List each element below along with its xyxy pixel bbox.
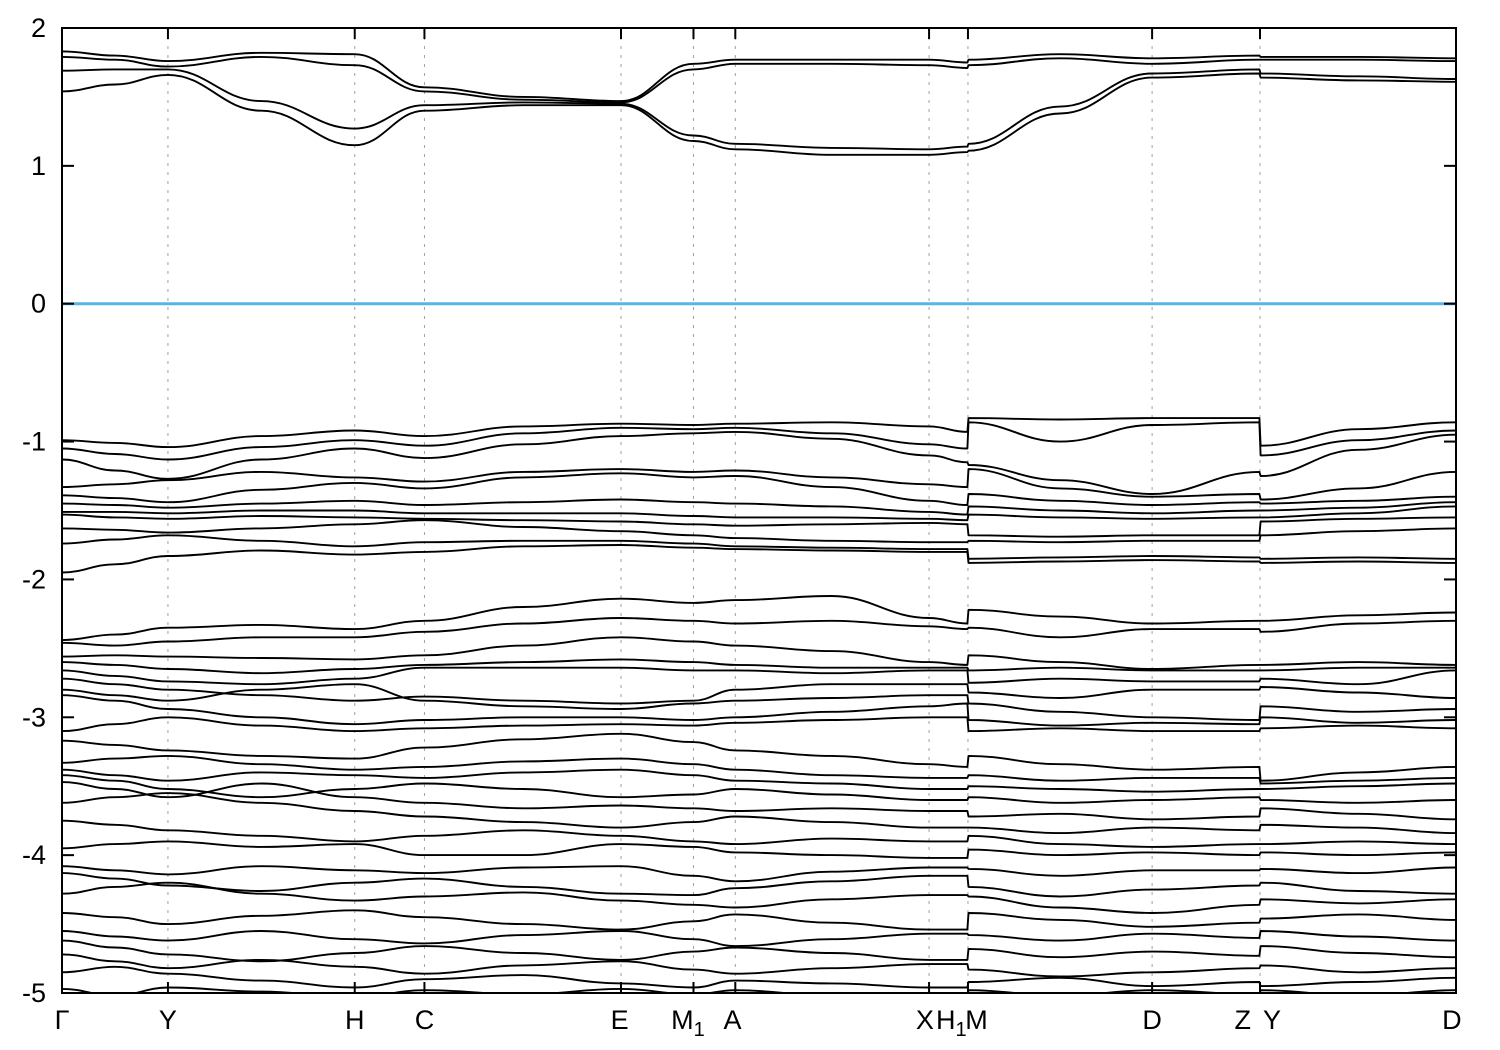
band-line [62,986,1456,993]
y-axis-tick-label: 2 [31,13,46,43]
x-axis-kpoint-label: D [1442,1005,1462,1035]
band-line [62,683,1456,721]
band-line [62,881,1456,914]
band-line [62,505,1456,522]
y-axis-tick-label: -4 [22,840,46,870]
band-line [62,513,1456,538]
band-line [62,534,1456,560]
band-line [62,768,1456,793]
band-line [62,421,1456,461]
band-line [62,939,1456,963]
band-line [62,677,1456,705]
band-line [62,781,1456,821]
band-line [62,694,1456,727]
band-line [62,417,1456,449]
band-line [62,865,1456,883]
band-line [62,965,1456,989]
band-line [62,774,1456,804]
band-line [62,430,1456,495]
band-line [62,617,1456,647]
band-line [62,930,1456,948]
band-line [62,595,1456,642]
x-axis-kpoint-label: H1 [936,1005,967,1041]
y-axis-tick-label: 1 [31,151,46,181]
x-axis-kpoint-label: D [1142,1005,1162,1035]
band-line [62,636,1456,670]
band-line [62,519,1456,544]
band-line [62,50,1456,103]
y-axis-tick-label: -3 [22,702,46,732]
x-axis-kpoint-label: Z [1234,1005,1251,1035]
band-line [62,55,1456,104]
x-axis-kpoint-label: H [345,1005,365,1035]
band-line [62,840,1456,859]
y-axis-tick-label: -1 [22,427,46,457]
y-axis-tick-label: -5 [22,978,46,1008]
band-line [62,68,1456,151]
y-axis-tick-label: -2 [22,564,46,594]
y-axis-tick-label: 0 [31,289,46,319]
band-line [62,658,1456,675]
band-line [62,472,1456,506]
band-line [62,872,1456,898]
x-axis-kpoint-label: M [965,1005,988,1035]
band-line [62,754,1456,785]
x-axis-kpoint-label: A [724,1005,742,1035]
x-axis-kpoint-label: E [611,1005,629,1035]
x-axis-kpoint-label: C [415,1005,435,1035]
band-line [62,716,1456,733]
band-line [62,909,1456,931]
x-axis-kpoint-label: M1 [671,1005,705,1041]
plot-border [61,27,1457,994]
x-axis-kpoint-label: Y [159,1005,177,1035]
band-line [62,732,1456,782]
x-axis-kpoint-label: Γ [55,1005,70,1035]
band-line [62,792,1456,835]
band-line [62,544,1456,574]
band-line [62,819,1456,848]
band-line [62,498,1456,516]
band-line [62,72,1456,156]
band-line [62,666,1456,686]
x-axis-kpoint-label: X [916,1005,934,1035]
band-line [62,953,1456,978]
band-line [62,468,1456,501]
x-axis-kpoint-label: Y [1263,1005,1281,1035]
